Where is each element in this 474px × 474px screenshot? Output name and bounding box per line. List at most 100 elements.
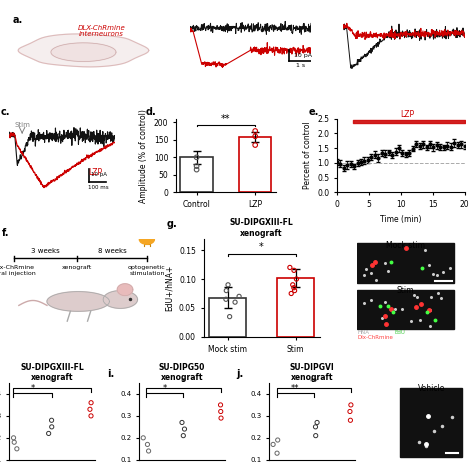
Polygon shape [47,292,109,311]
Point [193,162,201,170]
Text: **: ** [310,378,318,387]
Title: SU-DIPG50
xenograft: SU-DIPG50 xenograft [159,363,205,382]
Text: g.: g. [166,219,177,228]
Point [181,425,188,433]
Text: **: ** [221,114,231,124]
Point [231,298,239,306]
Point [87,399,95,407]
Circle shape [139,235,155,244]
Point [287,290,295,297]
Point [222,295,230,303]
Text: e.: e. [309,107,319,117]
Point [251,132,259,140]
Bar [239,137,271,192]
Point [347,401,355,409]
Point [312,423,319,431]
Text: Vehicle: Vehicle [418,384,446,393]
Text: f.: f. [2,228,9,237]
Polygon shape [103,291,137,309]
Text: *: * [50,378,55,387]
Text: **: ** [291,384,299,393]
Point [292,275,300,283]
Point [273,449,281,457]
Text: i.: i. [107,369,114,379]
Y-axis label: Amplitude (% of control): Amplitude (% of control) [139,109,148,202]
Text: 3 weeks: 3 weeks [31,248,60,254]
Polygon shape [51,43,116,62]
Point [139,434,147,442]
Point [222,287,230,294]
Text: Dlx-ChRmine: Dlx-ChRmine [357,336,393,340]
Text: xenograft: xenograft [62,265,92,270]
Y-axis label: EdU+/hNA+: EdU+/hNA+ [164,264,173,311]
Point [217,414,225,422]
Text: 100 ms: 100 ms [88,185,109,190]
Point [10,434,18,442]
Point [193,166,201,173]
Text: optogenetic
stimulation: optogenetic stimulation [128,265,166,276]
Point [269,441,277,448]
Text: *: * [181,378,185,387]
Point [144,441,151,448]
Bar [209,298,246,337]
Bar [181,157,213,192]
X-axis label: Time (min): Time (min) [380,215,421,224]
Point [274,436,282,444]
Text: LZP: LZP [400,110,414,119]
Point [346,417,354,424]
Bar [357,244,454,283]
Point [48,423,55,431]
Title: SU-DIPGXIII-FL
xenograft: SU-DIPGXIII-FL xenograft [230,219,293,238]
Point [251,141,259,149]
Point [290,284,298,292]
Point [224,281,232,289]
Point [286,264,294,271]
Text: Stim: Stim [14,122,30,128]
Point [87,412,95,419]
Title: SU-DIPGXIII-FL
xenograft: SU-DIPGXIII-FL xenograft [20,363,84,382]
Point [178,419,186,426]
Text: LZP: LZP [88,168,102,177]
Title: SU-DIPGVI
xenograft: SU-DIPGVI xenograft [290,363,334,382]
Point [251,127,259,135]
Text: Dlx-ChRmine
viral injection: Dlx-ChRmine viral injection [0,265,36,276]
Point [13,445,21,453]
Text: 8 weeks: 8 weeks [98,248,127,254]
Text: j.: j. [237,369,244,379]
Text: DLX-ChRmine: DLX-ChRmine [77,25,125,31]
Point [145,447,152,455]
Text: Stim: Stim [397,286,414,295]
Text: EdU: EdU [395,330,406,336]
Text: Mock stim: Mock stim [386,240,425,249]
Point [10,438,18,446]
Text: d.: d. [146,107,157,117]
Point [346,408,354,415]
Point [226,313,233,320]
Text: HNA: HNA [357,330,369,336]
Text: 10 pA: 10 pA [91,173,107,177]
Point [290,266,298,274]
Point [48,417,55,424]
Point [235,292,243,300]
Text: *: * [259,242,264,252]
Point [180,432,187,439]
Bar [357,290,454,329]
Text: 1 s: 1 s [295,63,305,68]
Text: c.: c. [1,107,10,117]
Polygon shape [18,34,149,67]
Point [312,432,319,439]
Point [289,281,297,289]
Point [217,408,225,415]
Bar [277,278,314,337]
Polygon shape [117,284,133,296]
Point [193,154,201,161]
Y-axis label: Percent of control: Percent of control [302,122,311,190]
Text: interneurons: interneurons [79,30,124,36]
Point [217,401,224,409]
Text: 10 pA: 10 pA [294,53,312,57]
Point [86,405,94,413]
Text: *: * [163,384,167,393]
Point [313,419,321,426]
Point [45,429,53,437]
Point [291,287,298,294]
